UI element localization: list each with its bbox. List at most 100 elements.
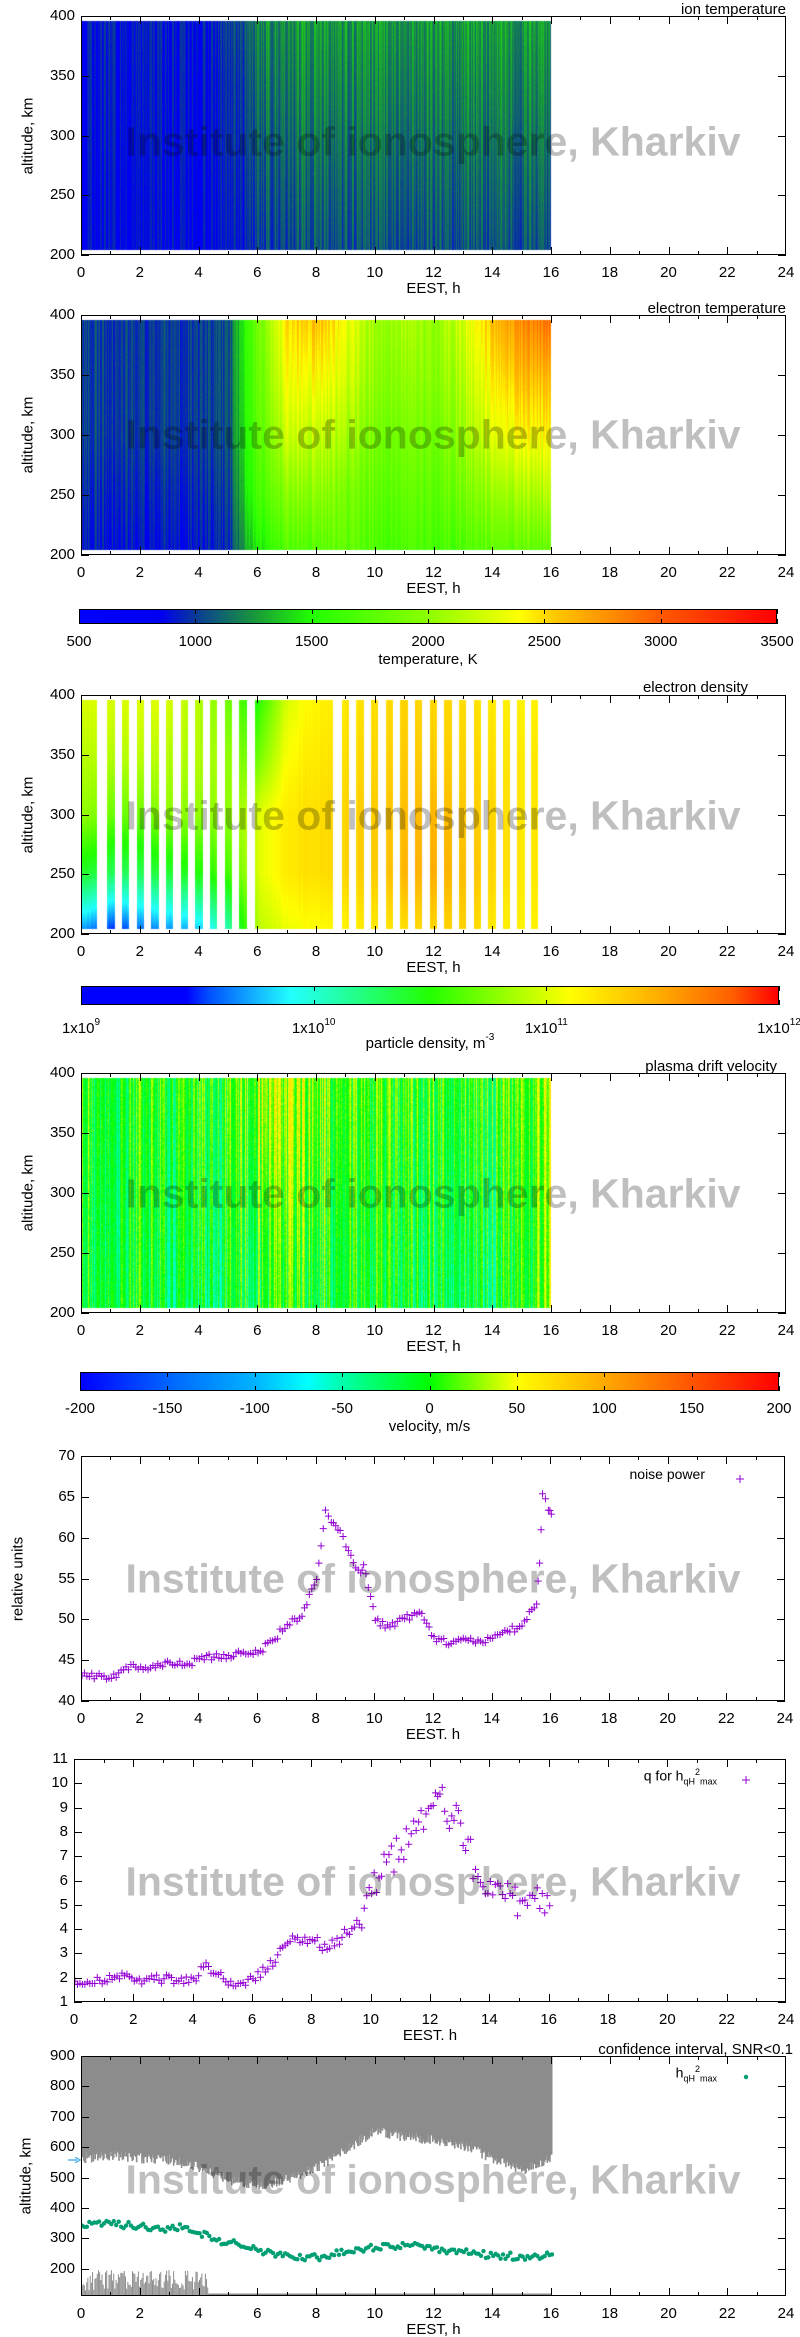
- data-point: [429, 1801, 437, 1809]
- data-point: [303, 1939, 311, 1947]
- data-point: [462, 1847, 470, 1855]
- x-tick-mark: [756, 2292, 758, 2296]
- x-axis-label: EEST. h: [402, 2027, 458, 2044]
- y-tick-mark: [81, 195, 89, 197]
- colorbar-tick-mark: [428, 609, 429, 614]
- x-tick-mark: [756, 1759, 758, 1763]
- data-point: [479, 1883, 487, 1891]
- data-point: [500, 2252, 506, 2257]
- data-point: [430, 1633, 438, 1641]
- x-tick-mark: [345, 1073, 347, 1077]
- y-tick-mark: [74, 1977, 82, 1979]
- x-tick-mark: [609, 547, 611, 555]
- data-point: [436, 1790, 444, 1798]
- x-tick-mark: [756, 16, 758, 20]
- colorbar-tick-label: 500: [66, 633, 92, 650]
- x-tick-mark: [727, 1073, 729, 1081]
- x-tick-mark: [727, 2056, 729, 2064]
- colorbar-label: velocity, m/s: [389, 1418, 470, 1435]
- x-tick-mark: [110, 1309, 112, 1313]
- y-tick-label: 9: [59, 1798, 68, 1816]
- x-tick-mark: [139, 247, 141, 255]
- x-tick-mark: [227, 251, 229, 255]
- x-tick-mark: [110, 1073, 112, 1077]
- plot-area-1: [81, 315, 786, 555]
- x-tick-mark: [519, 1998, 520, 2002]
- colorbar-tick-mark: [660, 619, 662, 624]
- y-tick-mark: [74, 1783, 82, 1785]
- data-point: [336, 1527, 344, 1534]
- y-tick-mark: [778, 934, 786, 935]
- data-point: [274, 1951, 282, 1959]
- y-tick-label: 200: [49, 2259, 75, 2277]
- x-tick-mark: [345, 315, 347, 319]
- data-point: [339, 1532, 347, 1540]
- data-point: [124, 1666, 132, 1674]
- y-tick-mark: [778, 1929, 786, 1931]
- x-tick-mark: [580, 2056, 582, 2060]
- x-tick-label: 16: [542, 1322, 560, 1339]
- colorbar-tick-mark: [311, 619, 313, 624]
- x-tick-mark: [198, 2056, 200, 2064]
- data-point: [349, 1559, 357, 1567]
- data-point: [397, 1846, 405, 1854]
- x-tick-mark: [551, 2056, 552, 2064]
- y-tick-label: 200: [49, 925, 75, 942]
- y-tick-mark: [778, 1253, 786, 1254]
- x-tick-mark: [492, 547, 494, 555]
- data-point: [351, 2250, 356, 2255]
- data-point: [111, 2219, 117, 2224]
- data-point: [345, 1930, 353, 1938]
- x-tick-mark: [139, 926, 141, 934]
- y-tick-mark: [74, 1807, 82, 1809]
- data-point: [281, 1625, 289, 1633]
- y-tick-label: 400: [49, 686, 75, 703]
- x-tick-mark: [316, 315, 317, 323]
- data-point: [353, 1916, 361, 1924]
- x-tick-mark: [227, 315, 229, 319]
- x-tick-mark: [756, 695, 758, 699]
- data-point: [204, 2230, 210, 2236]
- x-tick-mark: [257, 547, 259, 555]
- colorbar-tick-mark: [167, 1372, 169, 1377]
- x-tick-mark: [198, 1073, 200, 1081]
- x-tick-mark: [580, 16, 582, 20]
- x-tick-mark: [462, 695, 464, 699]
- y-tick-mark: [74, 1953, 82, 1955]
- data-point: [217, 1969, 225, 1977]
- colorbar-tick-mark: [195, 619, 197, 624]
- data-point: [378, 2247, 383, 2252]
- x-tick-label: 20: [660, 1322, 677, 1339]
- data-point: [451, 2247, 457, 2252]
- y-tick-mark: [778, 1193, 786, 1194]
- x-tick-label: 20: [660, 2305, 677, 2322]
- x-tick-mark: [609, 1693, 610, 1701]
- x-tick-mark: [169, 1697, 170, 1701]
- colorbar-tick-mark: [81, 986, 82, 991]
- x-tick-mark: [257, 1693, 258, 1701]
- colorbar-tick-mark: [779, 1372, 780, 1377]
- x-tick-mark: [492, 315, 494, 323]
- x-tick-label: 24: [777, 564, 795, 581]
- x-tick-mark: [281, 1759, 283, 1763]
- x-tick-mark: [521, 1309, 523, 1313]
- data-point: [317, 1542, 325, 1550]
- scatter-layer: [75, 1783, 554, 1990]
- y-tick-mark: [778, 754, 786, 756]
- x-tick-mark: [139, 547, 141, 555]
- x-tick-label: 22: [718, 2305, 736, 2322]
- colorbar-tick-label: 50: [508, 1400, 526, 1417]
- x-tick-label: 14: [483, 564, 501, 581]
- y-tick-label: 300: [49, 2229, 75, 2247]
- x-tick-mark: [639, 251, 641, 255]
- data-point: [318, 1946, 326, 1954]
- y-tick-mark: [81, 2147, 89, 2149]
- x-tick-mark: [462, 551, 464, 555]
- y-axis-label: relative units: [9, 1536, 27, 1621]
- y-tick-mark: [778, 1073, 786, 1074]
- x-tick-mark: [609, 315, 611, 323]
- plot-area-6: [81, 2056, 786, 2296]
- y-tick-label: 200: [49, 546, 75, 563]
- data-point: [266, 1957, 274, 1965]
